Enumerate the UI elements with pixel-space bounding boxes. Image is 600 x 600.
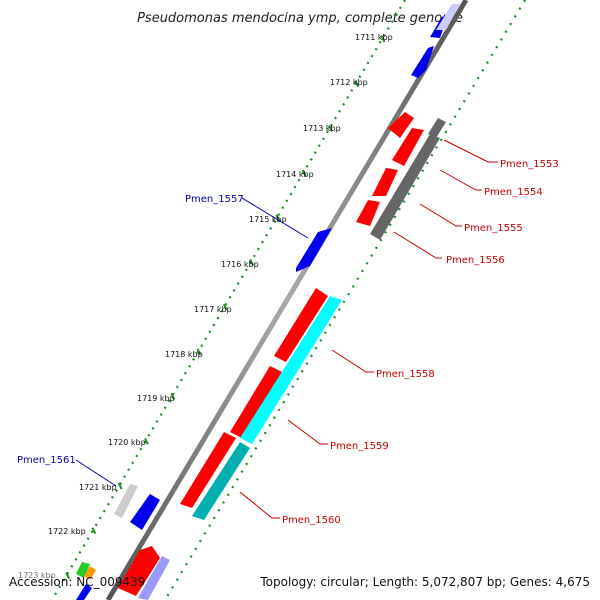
gene-arrow-1557[interactable]: [296, 228, 332, 272]
gene-labels: Pmen_1553 Pmen_1554 Pmen_1555 Pmen_1556 …: [17, 159, 559, 526]
ruler-tick: [222, 303, 228, 311]
gene-arrow-lavender-top[interactable]: [436, 4, 460, 30]
gene-arrow-1553[interactable]: [388, 112, 414, 138]
gene-arrow-1560-cyan[interactable]: [192, 442, 250, 520]
genome-title: Pseudomonas mendocina ymp, complete geno…: [137, 11, 463, 26]
gene-arrow-bottom-orange[interactable]: [84, 566, 96, 580]
ruler-tick: [301, 169, 307, 177]
gene-label-1556[interactable]: Pmen_1556: [446, 255, 505, 266]
leader-1557: [241, 197, 309, 239]
ruler-inner-track: [164, 0, 526, 600]
tick-label-1722: 1722 kbp: [48, 527, 86, 536]
genome-summary-text: Topology: circular; Length: 5,072,807 bp…: [260, 575, 590, 589]
ruler-tick: [328, 124, 333, 132]
gene-arrow-1554[interactable]: [392, 128, 424, 166]
genome-backbone: [105, 0, 469, 600]
gene-label-1553[interactable]: Pmen_1553: [500, 159, 559, 170]
ruler-tick-marks: [65, 35, 386, 579]
ruler-tick: [249, 259, 255, 266]
tick-label-1713: 1713 kbp: [303, 124, 341, 133]
leader-1559: [287, 419, 328, 445]
accession-text: Accession: NC_009439: [9, 575, 146, 589]
gene-label-1554[interactable]: Pmen_1554: [484, 187, 543, 198]
ruler-tick: [354, 80, 360, 88]
leader-1554: [439, 169, 482, 191]
tick-label-1711: 1711 kbp: [355, 33, 393, 42]
gene-label-1555[interactable]: Pmen_1555: [464, 223, 523, 234]
gene-arrow-1556-grey[interactable]: [370, 134, 440, 240]
leader-1558: [331, 349, 374, 373]
tick-label-1717: 1717 kbp: [194, 305, 232, 314]
tick-label-1720: 1720 kbp: [108, 438, 146, 447]
gene-label-1560[interactable]: Pmen_1560: [282, 515, 341, 526]
reverse-strand-features: [76, 112, 446, 600]
gene-label-1559[interactable]: Pmen_1559: [330, 441, 389, 452]
ruler-tick: [380, 35, 386, 43]
tick-label-1723: 1723 kbp: [18, 571, 56, 580]
leader-1560: [239, 491, 280, 519]
leader-1556: [393, 231, 442, 259]
label-leader-lines: [75, 139, 498, 519]
tick-label-1718: 1718 kbp: [165, 350, 203, 359]
gene-arrow-1553-grey[interactable]: [428, 118, 446, 138]
ruler-tick: [91, 527, 97, 535]
gene-arrow-bottom-lavender[interactable]: [138, 556, 170, 600]
gene-arrow-bottom-blue[interactable]: [76, 584, 92, 600]
tick-label-1714: 1714 kbp: [276, 170, 314, 179]
gene-arrow-bottom-green[interactable]: [76, 562, 90, 578]
gene-arrow-grey-1561[interactable]: [114, 484, 138, 518]
leader-1553: [443, 139, 498, 163]
leader-1555: [419, 203, 462, 227]
gene-arrow-1556[interactable]: [356, 200, 380, 226]
ruler-tick: [144, 437, 149, 445]
ruler-tick-labels: 1711 kbp 1712 kbp 1713 kbp 1714 kbp 1715…: [18, 33, 393, 580]
leader-1561: [75, 459, 117, 487]
tick-label-1719: 1719 kbp: [137, 394, 175, 403]
gene-arrow-1561[interactable]: [130, 494, 160, 530]
ruler-tick: [170, 393, 176, 401]
forward-strand-features: [114, 4, 460, 530]
gene-label-1557[interactable]: Pmen_1557: [185, 194, 244, 205]
tick-label-1715: 1715 kbp: [249, 215, 287, 224]
gene-arrow-1560[interactable]: [180, 432, 236, 508]
gene-label-1558[interactable]: Pmen_1558: [376, 369, 435, 380]
tick-label-1712: 1712 kbp: [330, 78, 368, 87]
ruler-tick: [196, 348, 202, 356]
ruler-tick: [275, 214, 281, 222]
ruler-outer-track: [51, 0, 406, 600]
gene-arrow-1559-cyan[interactable]: [240, 296, 342, 444]
tick-label-1721: 1721 kbp: [79, 483, 117, 492]
gene-arrow-blue-top[interactable]: [411, 46, 434, 78]
gene-label-1561[interactable]: Pmen_1561: [17, 455, 76, 466]
gene-arrow-1555[interactable]: [372, 168, 398, 196]
gene-arrow-bottom-red[interactable]: [118, 546, 160, 596]
ruler-tick: [117, 482, 123, 490]
gene-arrow-1558[interactable]: [274, 288, 328, 362]
gene-arrow-1558-b[interactable]: [230, 366, 282, 438]
tick-label-1716: 1716 kbp: [221, 260, 259, 269]
ruler-tick: [65, 571, 70, 579]
